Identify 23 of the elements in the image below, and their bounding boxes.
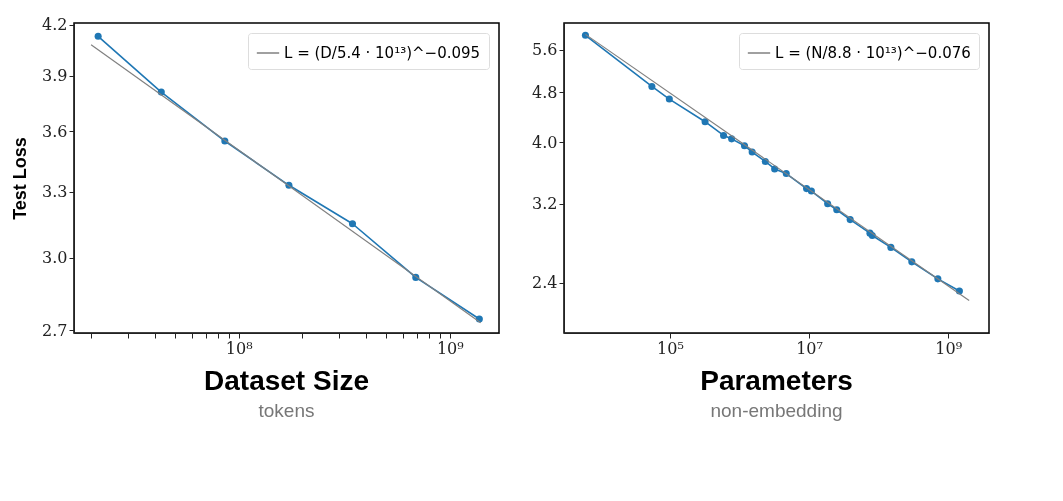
y-axis-title: Test Loss [10, 137, 31, 220]
text: tokens [258, 400, 315, 421]
y-tick-label: 2.7 [42, 320, 68, 340]
x-tick-label: 10⁹ [436, 338, 465, 358]
y-tick-label: 3.9 [42, 66, 68, 86]
text: non-embedding [710, 400, 843, 421]
y-tick-label: 4.8 [532, 82, 558, 102]
y-tick-label: 3.2 [532, 194, 558, 214]
y-tick-label: 5.6 [532, 40, 558, 60]
text: Parameters [700, 365, 853, 396]
text: Dataset Size [204, 365, 369, 396]
x-tick-label: 10⁹ [935, 338, 963, 358]
y-tick-label: 3.0 [42, 248, 68, 268]
x-tick-label: 10⁸ [225, 338, 253, 358]
y-tick-label: 4.2 [42, 15, 68, 35]
legend-label: L = (N/8.8 · 10¹³)^−0.076 [775, 44, 971, 62]
y-tick-label: 3.3 [42, 182, 68, 202]
y-tick-label: 2.4 [532, 273, 558, 293]
x-tick-label: 10⁷ [796, 338, 823, 358]
x-tick-label: 10⁵ [657, 338, 684, 358]
legend-label: L = (D/5.4 · 10¹³)^−0.095 [284, 44, 481, 62]
y-tick-label: 4.0 [532, 132, 558, 152]
y-tick-label: 3.6 [42, 121, 68, 141]
